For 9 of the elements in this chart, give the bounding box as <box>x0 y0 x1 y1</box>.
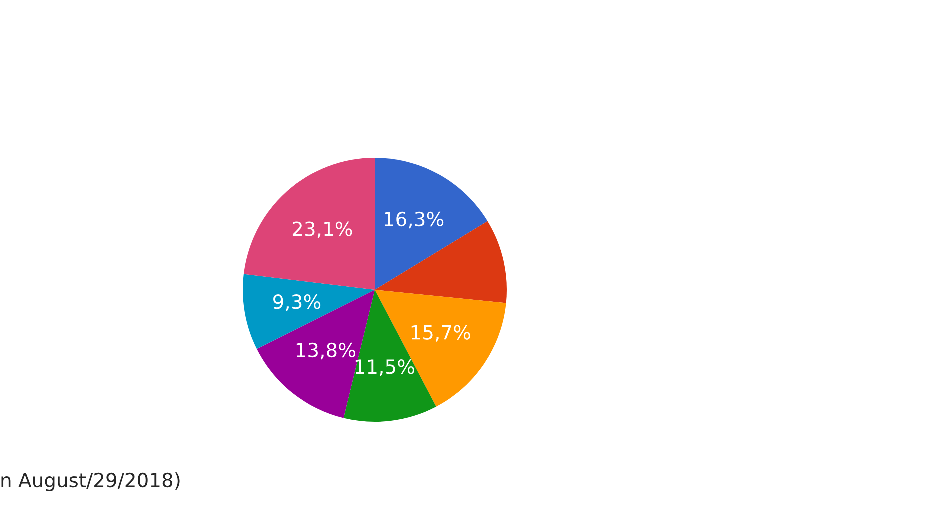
text: n August/29/2018) <box>2 472 180 492</box>
data-label: 15,7% <box>412 325 470 342</box>
data-label: 11,5% <box>356 360 414 376</box>
pie-slice <box>375 158 488 290</box>
data-label: 9,3% <box>274 294 321 312</box>
data-label: 16,3% <box>385 212 444 229</box>
data-label: 23,1% <box>292 222 352 238</box>
data-label: 13,8% <box>296 342 356 360</box>
pie-slice <box>244 158 375 290</box>
